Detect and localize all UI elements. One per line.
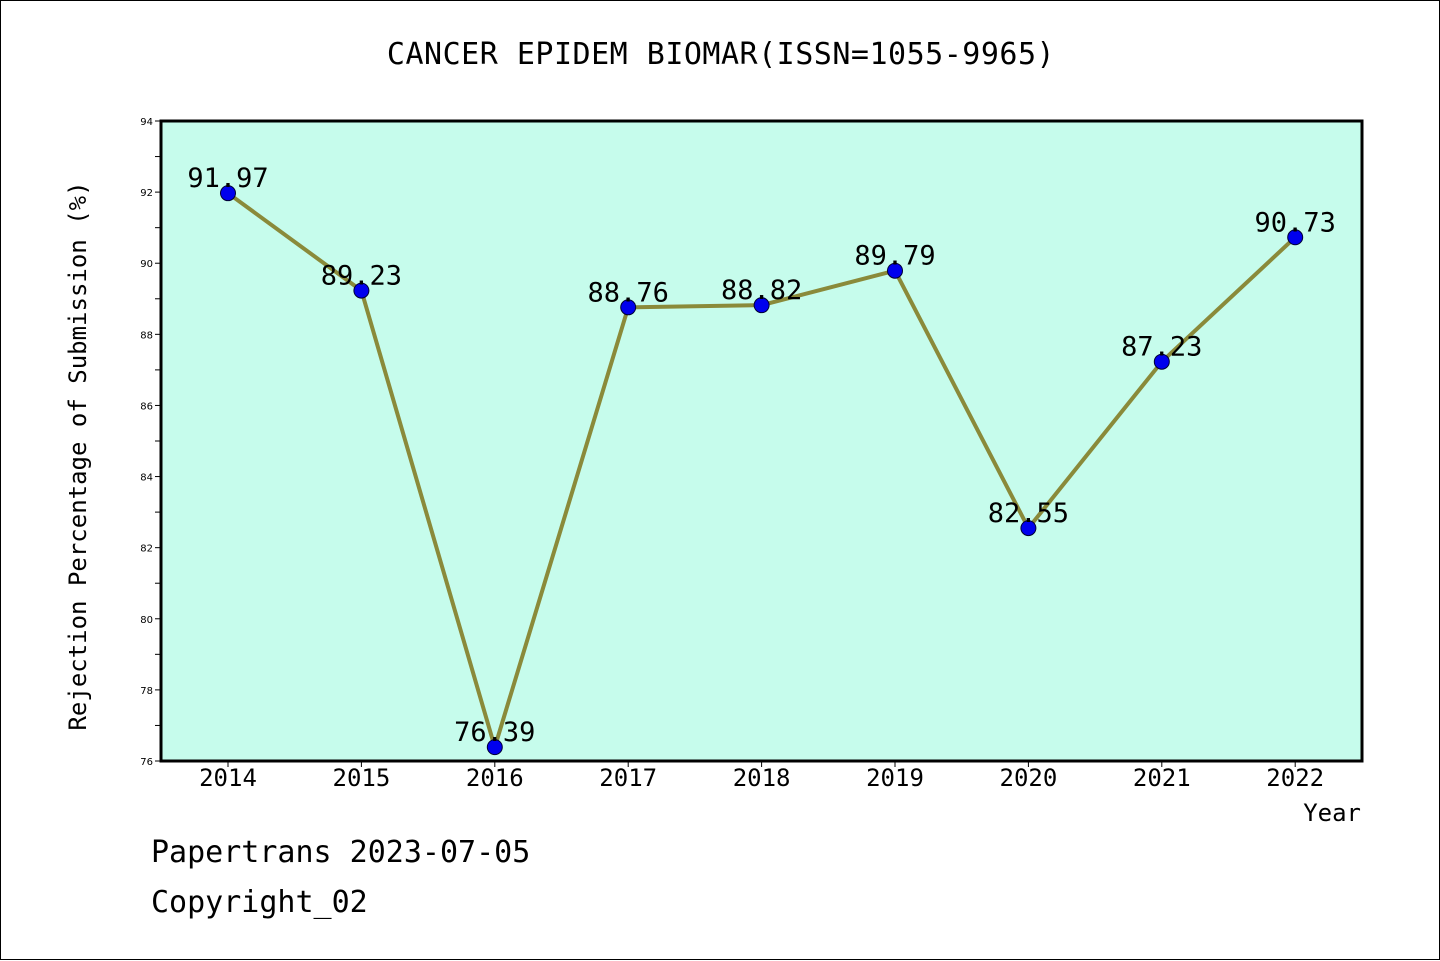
y-tick-label: 84 bbox=[140, 473, 153, 484]
y-tick-label: 94 bbox=[140, 117, 153, 128]
y-tick-label: 78 bbox=[140, 686, 153, 697]
data-label: 90.73 bbox=[1255, 207, 1336, 238]
data-labels: 91.97 89.23 76.39 88.76 88.82 89.79 82.55 87.23… bbox=[187, 163, 1335, 748]
data-point bbox=[486, 739, 503, 756]
plot-area bbox=[159, 119, 1364, 763]
footer-date-line: Papertrans 2023-07-05 bbox=[151, 835, 531, 870]
x-tick-label: 2020 bbox=[1000, 764, 1058, 792]
data-label: 88.76 bbox=[588, 277, 669, 308]
data-point bbox=[887, 262, 903, 279]
data-point bbox=[1287, 229, 1304, 246]
x-tick-label: 2014 bbox=[199, 764, 257, 792]
data-label: 76.39 bbox=[454, 717, 535, 748]
data-point bbox=[353, 282, 370, 299]
x-tick-label: 2019 bbox=[866, 764, 924, 792]
y-axis-ticks: 76 78 80 82 84 86 88 90 92 94 bbox=[140, 117, 161, 768]
y-tick-label: 80 bbox=[140, 615, 153, 626]
data-label: 89.23 bbox=[321, 261, 402, 292]
data-label: 89.79 bbox=[854, 241, 935, 272]
x-tick-label: 2015 bbox=[333, 764, 391, 792]
chart-title: CANCER EPIDEM BIOMAR(ISSN=1055-9965) bbox=[386, 37, 1056, 72]
y-axis-title: Rejection Percentage of Submission (%) bbox=[64, 181, 92, 730]
x-tick-label: 2021 bbox=[1133, 764, 1191, 792]
y-tick-label: 76 bbox=[140, 757, 153, 768]
data-label: 88.82 bbox=[721, 275, 802, 306]
x-axis-ticks: 2014 2015 2016 2017 2018 2019 2020 2021 2022 bbox=[199, 761, 1324, 792]
x-tick-label: 2022 bbox=[1266, 764, 1324, 792]
footer-copyright-line: Copyright_02 bbox=[151, 885, 368, 920]
x-tick-label: 2018 bbox=[733, 764, 791, 792]
data-point bbox=[1020, 520, 1037, 537]
data-point bbox=[1153, 353, 1170, 370]
data-point bbox=[753, 297, 770, 314]
data-point bbox=[620, 299, 637, 316]
x-axis-title: Year bbox=[1303, 799, 1361, 827]
y-tick-label: 92 bbox=[140, 188, 153, 199]
x-tick-label: 2016 bbox=[466, 764, 524, 792]
y-tick-label: 86 bbox=[140, 401, 153, 412]
data-label: 82.55 bbox=[988, 498, 1069, 529]
y-tick-label: 90 bbox=[140, 259, 153, 270]
x-tick-label: 2017 bbox=[599, 764, 657, 792]
data-point bbox=[220, 185, 236, 202]
y-tick-label: 88 bbox=[140, 330, 153, 341]
data-label: 87.23 bbox=[1121, 332, 1202, 363]
data-label: 91.97 bbox=[187, 163, 268, 194]
series-markers bbox=[220, 185, 1304, 756]
y-tick-label: 82 bbox=[140, 544, 153, 555]
